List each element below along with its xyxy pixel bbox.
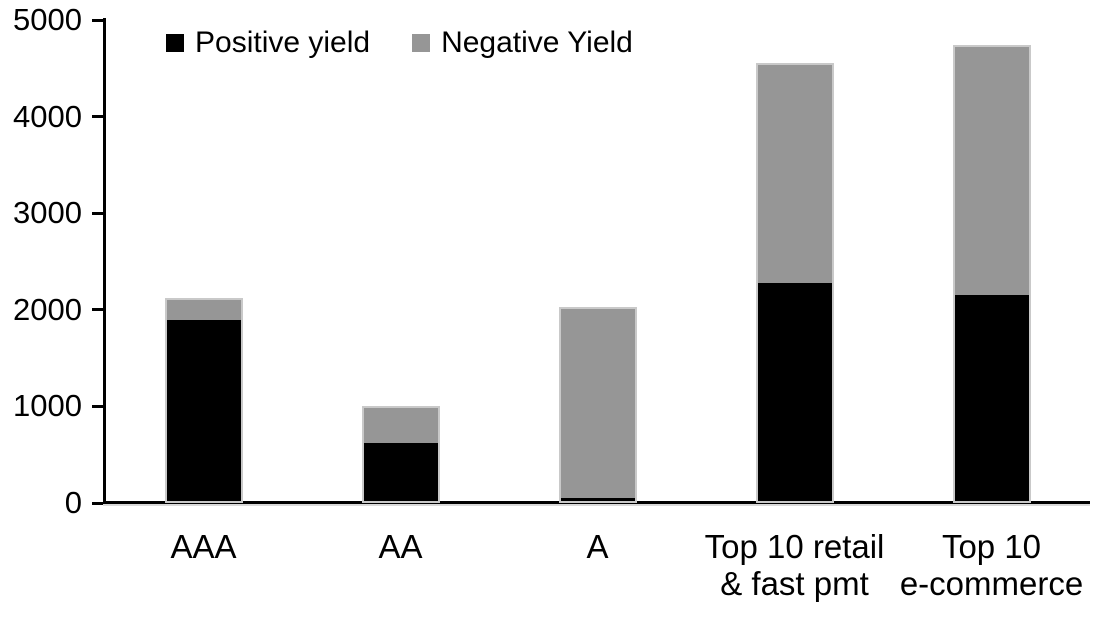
x-category-label-line: & fast pmt [720, 565, 869, 602]
x-category-label-line: Top 10 retail [704, 528, 885, 565]
bar-segment-negative-yield-aa [363, 408, 438, 443]
y-tick-mark-0 [92, 501, 104, 505]
legend-swatch-positive-yield-icon [166, 34, 184, 52]
bar-segment-positive-yield-top-10-e-commerce [954, 295, 1029, 501]
x-category-label-line: Top 10 [941, 528, 1042, 565]
bar-segment-negative-yield-aaa [166, 300, 241, 321]
bar-segment-negative-yield-a [560, 308, 635, 499]
bar-aa [361, 406, 440, 503]
legend-label-negative-yield: Negative Yield [441, 26, 633, 59]
bar-segment-positive-yield-top-10-retail-fast-pmt [757, 282, 832, 501]
x-category-label-aa: AA [302, 528, 499, 565]
bar-top-10-retail-fast-pmt [755, 63, 834, 503]
legend-swatch-negative-yield-icon [412, 34, 431, 52]
bar-segment-negative-yield-top-10-e-commerce [954, 47, 1029, 296]
y-tick-label-1000: 1000 [13, 388, 82, 424]
y-tick-label-0: 0 [64, 485, 82, 520]
chart-legend: Positive yield Negative Yield [166, 28, 633, 58]
y-tick-mark-5000 [92, 18, 104, 22]
y-tick-mark-2000 [92, 308, 104, 312]
bar-aaa [164, 298, 243, 503]
y-tick-mark-3000 [92, 211, 104, 215]
y-tick-label-4000: 4000 [13, 98, 82, 134]
x-category-label-top-10-e-commerce: Top 10 e-commerce [893, 528, 1090, 602]
y-tick-mark-4000 [92, 115, 104, 119]
bar-segment-positive-yield-aaa [166, 320, 241, 501]
legend-label-positive-yield: Positive yield [195, 26, 371, 59]
legend-item-positive-yield: Positive yield [166, 28, 370, 58]
y-tick-label-2000: 2000 [13, 291, 82, 327]
x-category-label-line: AA [378, 528, 423, 565]
legend-item-negative-yield: Negative Yield [412, 28, 633, 58]
x-category-label-top-10-retail-fast-pmt: Top 10 retail & fast pmt [696, 528, 893, 602]
x-category-label-line: AAA [170, 528, 237, 565]
x-category-label-a: A [499, 528, 696, 565]
y-axis-line [103, 18, 106, 505]
y-tick-label-5000: 5000 [13, 2, 82, 37]
bar-segment-positive-yield-a [560, 498, 635, 501]
x-axis-shadow-line [103, 504, 1090, 506]
y-tick-label-3000: 3000 [13, 195, 82, 231]
x-category-label-line: e-commerce [899, 565, 1084, 602]
bar-segment-negative-yield-top-10-retail-fast-pmt [757, 65, 832, 283]
y-tick-mark-1000 [92, 404, 104, 408]
x-category-label-aaa: AAA [105, 528, 302, 565]
bar-a [558, 306, 637, 503]
bar-segment-positive-yield-aa [363, 442, 438, 501]
x-category-label-line: A [586, 528, 609, 565]
bar-top-10-e-commerce [952, 45, 1031, 503]
